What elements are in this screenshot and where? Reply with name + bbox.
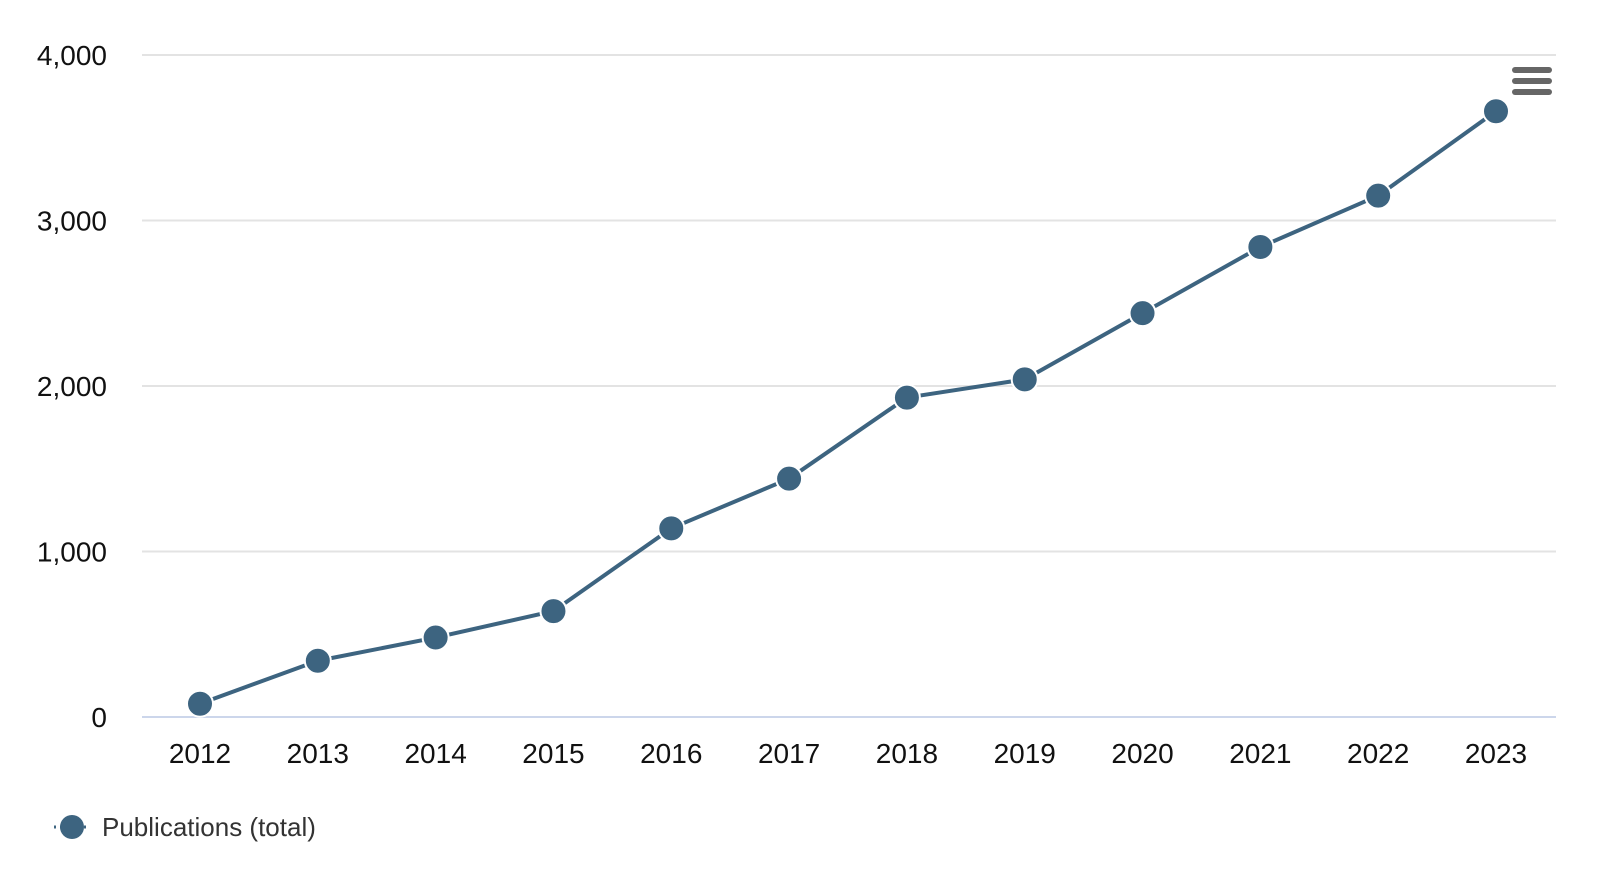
x-tick-label: 2023: [1465, 738, 1527, 769]
x-tick-label: 2021: [1229, 738, 1291, 769]
data-point[interactable]: [186, 689, 214, 718]
y-tick-label: 1,000: [37, 537, 107, 568]
x-tick-label: 2019: [994, 738, 1056, 769]
y-tick-label: 3,000: [37, 206, 107, 237]
data-point[interactable]: [1246, 232, 1275, 261]
data-point[interactable]: [657, 514, 686, 543]
legend-item-publications[interactable]: Publications (total): [54, 812, 316, 842]
x-tick-label: 2018: [876, 738, 938, 769]
legend-label: Publications (total): [102, 812, 316, 842]
y-axis-ticks: 0 1,000 2,000 3,000 4,000: [37, 40, 107, 733]
y-tick-label: 4,000: [37, 40, 107, 71]
y-tick-label: 2,000: [37, 371, 107, 402]
x-tick-label: 2014: [404, 738, 466, 769]
series-publications: [186, 97, 1510, 718]
x-tick-label: 2015: [522, 738, 584, 769]
data-point[interactable]: [539, 597, 568, 626]
x-tick-label: 2013: [287, 738, 349, 769]
x-tick-label: 2020: [1111, 738, 1173, 769]
x-tick-label: 2017: [758, 738, 820, 769]
chart-menu-button[interactable]: [1502, 56, 1560, 106]
y-tick-label: 0: [91, 702, 107, 733]
data-point[interactable]: [421, 623, 450, 652]
x-axis-ticks: 2012 2013 2014 2015 2016 2017 2018 2019 2020 2021…: [169, 738, 1527, 769]
x-tick-label: 2012: [169, 738, 231, 769]
data-point[interactable]: [775, 464, 804, 493]
data-point[interactable]: [1128, 299, 1157, 328]
data-point[interactable]: [892, 383, 921, 412]
grid-lines: [142, 54, 1556, 553]
legend-marker-icon: [54, 815, 90, 839]
data-point[interactable]: [1482, 97, 1510, 126]
data-point[interactable]: [1010, 365, 1039, 394]
hamburger-menu-icon: [1512, 67, 1552, 95]
x-tick-label: 2022: [1347, 738, 1409, 769]
series-line: [199, 109, 1498, 706]
x-tick-label: 2016: [640, 738, 702, 769]
data-point[interactable]: [1364, 181, 1393, 210]
data-point[interactable]: [303, 646, 332, 675]
